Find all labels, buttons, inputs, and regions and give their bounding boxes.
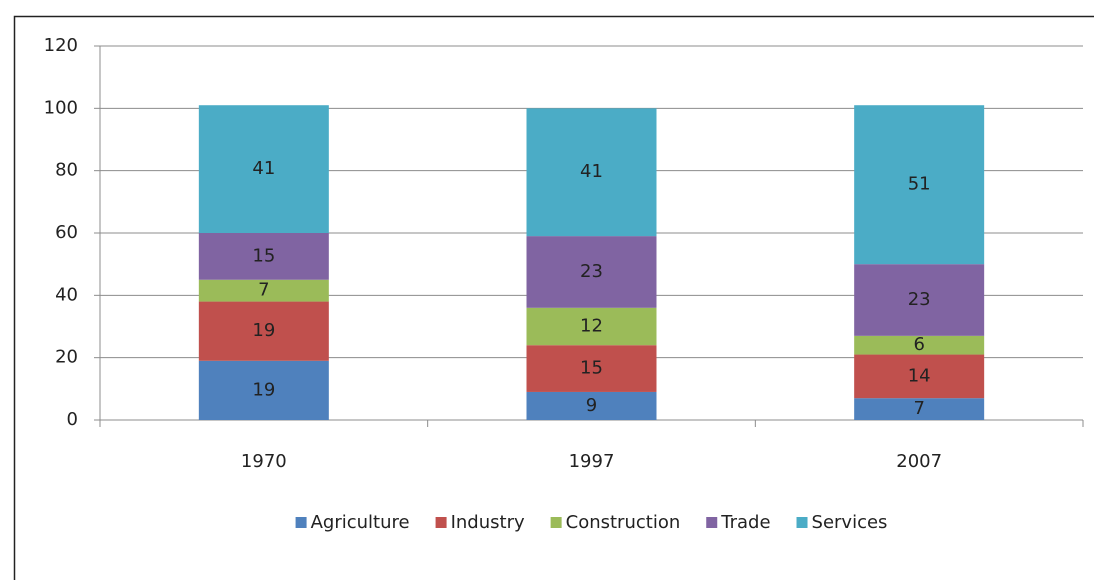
legend-label: Industry — [451, 512, 525, 533]
legend-label: Services — [812, 512, 888, 533]
legend-label: Agriculture — [311, 512, 410, 533]
legend-label: Trade — [720, 512, 770, 533]
data-label: 9 — [586, 395, 597, 416]
x-tick-label: 1997 — [569, 451, 615, 472]
y-tick-label: 100 — [44, 97, 78, 118]
data-label: 23 — [580, 261, 603, 282]
legend-swatch — [797, 517, 808, 528]
data-label: 19 — [252, 320, 275, 341]
data-label: 7 — [913, 398, 924, 419]
legend-swatch — [436, 517, 447, 528]
legend-label: Construction — [566, 512, 681, 533]
data-label: 7 — [258, 280, 269, 301]
y-tick-label: 120 — [44, 35, 78, 56]
data-label: 51 — [908, 174, 931, 195]
data-label: 12 — [580, 316, 603, 337]
data-label: 15 — [580, 358, 603, 379]
data-label: 15 — [252, 245, 275, 266]
y-tick-label: 0 — [67, 409, 78, 430]
y-tick-label: 60 — [55, 222, 78, 243]
data-label: 6 — [913, 334, 924, 355]
y-tick-label: 80 — [55, 160, 78, 181]
data-label: 41 — [252, 158, 275, 179]
y-tick-label: 20 — [55, 347, 78, 368]
legend-swatch — [296, 517, 307, 528]
data-label: 19 — [252, 379, 275, 400]
x-tick-label: 2007 — [896, 451, 942, 472]
x-tick-label: 1970 — [241, 451, 287, 472]
data-label: 23 — [908, 289, 931, 310]
legend-swatch — [706, 517, 717, 528]
data-label: 14 — [908, 365, 931, 386]
legend-swatch — [551, 517, 562, 528]
data-label: 41 — [580, 161, 603, 182]
y-tick-label: 40 — [55, 284, 78, 305]
